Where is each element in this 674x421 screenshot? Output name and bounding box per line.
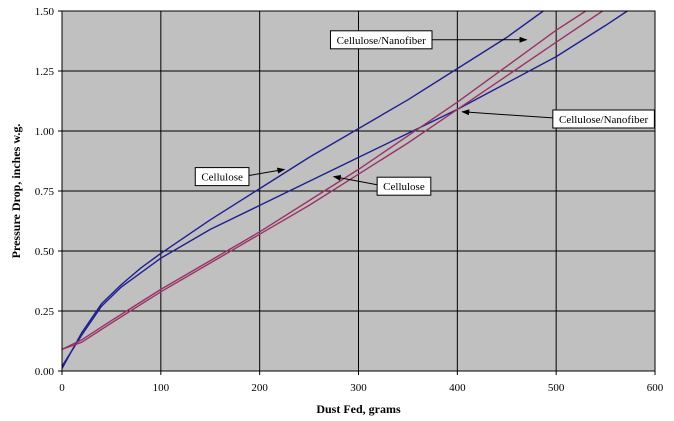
callout-label: Cellulose/Nanofiber <box>559 114 649 126</box>
y-tick-label: 0.25 <box>35 306 55 318</box>
callout-arrow <box>332 174 378 186</box>
callout-label: Cellulose/Nanofiber <box>337 35 427 47</box>
x-tick-label: 400 <box>449 382 466 394</box>
x-axis-title: Dust Fed, grams <box>316 402 401 416</box>
y-tick-label: 0.00 <box>35 366 55 378</box>
y-tick-label: 1.25 <box>35 66 55 78</box>
callout: Cellulose/Nanofiber <box>329 30 528 50</box>
series-line-2 <box>61 10 628 367</box>
callout-label: Cellulose <box>201 172 243 184</box>
x-tick-label: 200 <box>251 382 268 394</box>
x-tick-label: 0 <box>59 382 65 394</box>
y-tick-label: 1.00 <box>35 126 55 138</box>
series-line-4 <box>61 10 603 351</box>
callout-box <box>194 167 250 187</box>
callout: Cellulose/Nanofiber <box>461 109 655 129</box>
callout-box <box>376 176 432 196</box>
y-tick-label: 0.50 <box>35 246 55 258</box>
callout-arrow <box>461 109 553 119</box>
callout: Cellulose <box>332 174 432 196</box>
x-tick-label: 100 <box>153 382 170 394</box>
callout-label: Cellulose <box>383 181 425 193</box>
callout: Cellulose <box>194 167 286 187</box>
x-tick-label: 600 <box>647 382 664 394</box>
y-tick-label: 0.75 <box>35 186 55 198</box>
callout-box <box>552 109 655 129</box>
x-tick-label: 500 <box>548 382 565 394</box>
x-tick-label: 300 <box>350 382 367 394</box>
callout-arrow <box>248 167 286 177</box>
series-line-3 <box>61 10 587 351</box>
y-axis-title: Pressure Drop, inches w.g. <box>9 124 23 259</box>
series-line-1 <box>61 10 544 369</box>
y-tick-label: 1.50 <box>35 6 55 18</box>
